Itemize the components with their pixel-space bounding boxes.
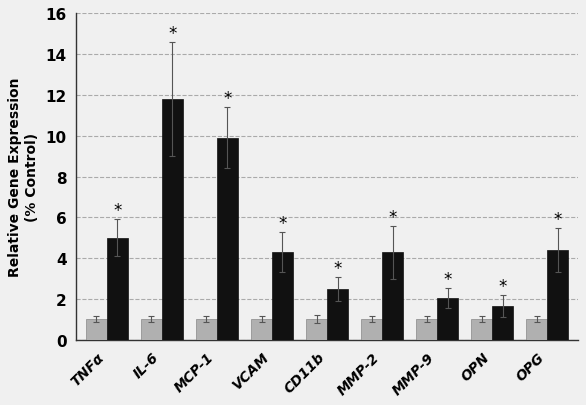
Bar <box>547 250 568 340</box>
Bar <box>86 320 107 340</box>
Bar <box>217 139 238 340</box>
Text: *: * <box>333 259 342 277</box>
Bar <box>471 320 492 340</box>
Bar <box>272 252 293 340</box>
Text: *: * <box>113 202 121 220</box>
Text: *: * <box>389 208 397 226</box>
Bar <box>162 100 183 340</box>
Bar <box>382 252 403 340</box>
Bar <box>141 320 162 340</box>
Y-axis label: Relative Gene Expression
(% Control): Relative Gene Expression (% Control) <box>8 78 39 277</box>
Bar <box>306 320 327 340</box>
Bar <box>251 320 272 340</box>
Text: *: * <box>554 210 562 228</box>
Text: *: * <box>278 214 287 232</box>
Bar <box>107 238 128 340</box>
Bar <box>526 320 547 340</box>
Text: *: * <box>223 90 231 108</box>
Text: *: * <box>444 270 452 288</box>
Bar <box>416 320 437 340</box>
Bar <box>327 289 348 340</box>
Bar <box>361 320 382 340</box>
Text: *: * <box>499 277 507 295</box>
Bar <box>196 320 217 340</box>
Bar <box>492 306 513 340</box>
Text: *: * <box>168 25 176 43</box>
Bar <box>437 298 458 340</box>
